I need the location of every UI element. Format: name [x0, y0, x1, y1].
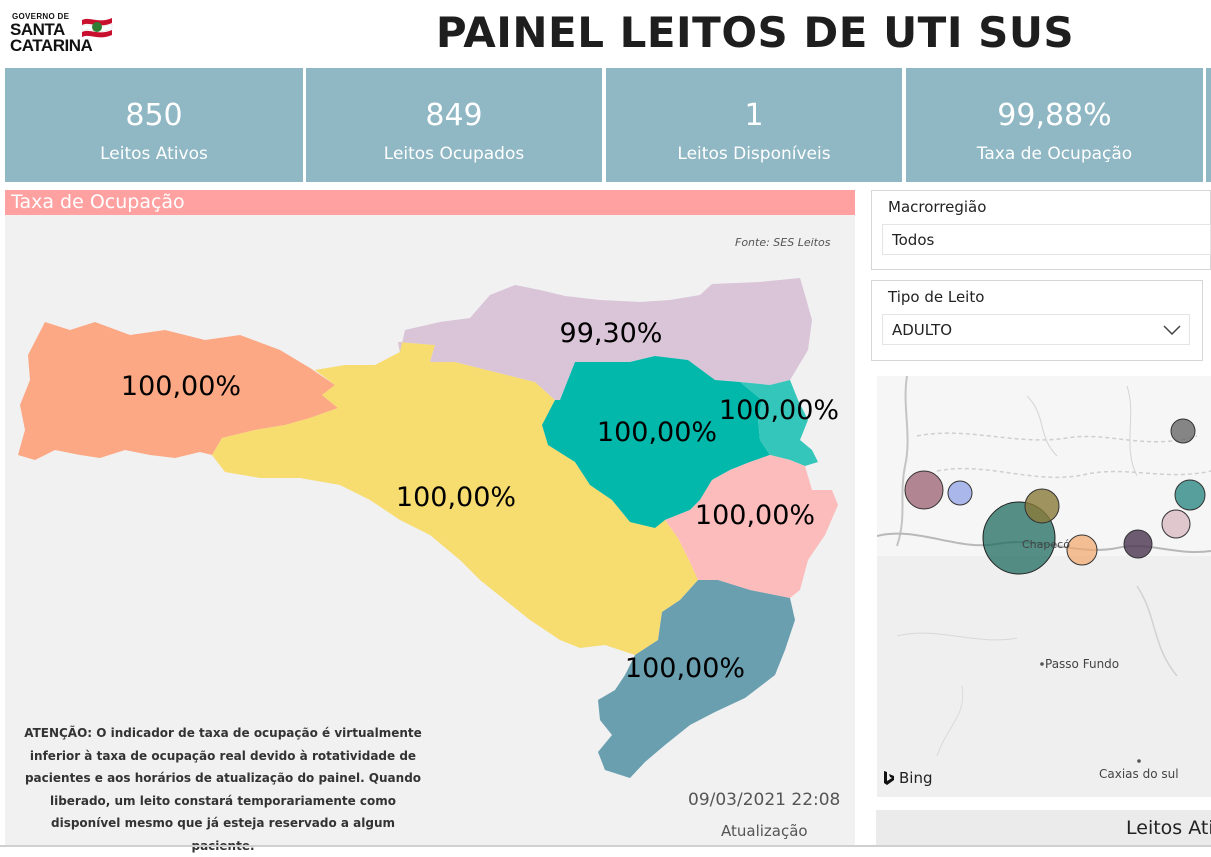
map-section-title: Taxa de Ocupação — [5, 190, 855, 215]
page-title: PAINEL LEITOS DE UTI SUS — [435, 8, 1075, 57]
logo-top-text: GOVERNO DE — [12, 12, 70, 21]
state-choropleth-map: 100,00% 100,00% 99,30% 100,00% 100,00% 1… — [18, 278, 839, 778]
label-nordeste: 100,00% — [719, 395, 839, 426]
bing-icon — [884, 771, 894, 785]
region-nordeste[interactable] — [740, 380, 818, 466]
kpi-value: 850 — [125, 98, 183, 133]
tipo-filter-label: Tipo de Leito — [888, 288, 985, 306]
macro-filter-label: Macrorregião — [888, 198, 987, 216]
kpi-value: 1 — [744, 98, 764, 133]
bottom-card-label: Leitos Ati — [1126, 817, 1211, 839]
chevron-down-icon — [1163, 325, 1181, 335]
government-logo: GOVERNO DE SANTA CATARINA — [10, 10, 114, 56]
label-meio-oeste: 100,00% — [396, 482, 516, 513]
region-planalto-norte[interactable] — [398, 278, 812, 400]
macro-filter-dropdown[interactable]: Todos — [882, 224, 1211, 255]
kpi-value: 99,88% — [997, 98, 1112, 133]
logo-line2: CATARINA — [10, 36, 93, 55]
flag-icon — [81, 18, 113, 38]
label-grande-florianopolis: 100,00% — [695, 500, 815, 531]
update-date: 09/03/2021 22:08 — [688, 790, 841, 810]
bing-map[interactable]: Chapecó Passo Fundo Caxias do sul Bing — [877, 376, 1211, 797]
tipo-filter-value: ADULTO — [892, 321, 953, 339]
attention-note: ATENÇÃO: O indicador de taxa de ocupação… — [24, 726, 422, 853]
label-planalto-norte: 99,30% — [560, 318, 663, 349]
region-oeste[interactable] — [18, 322, 338, 460]
kpi-leitos-ocupados: 849 Leitos Ocupados — [306, 68, 602, 182]
bing-brand: Bing — [899, 769, 933, 787]
city-passo-fundo: Passo Fundo — [1045, 657, 1120, 671]
bottom-divider — [0, 845, 1211, 847]
label-sul: 100,00% — [625, 653, 745, 684]
macro-filter: Macrorregião Todos — [871, 190, 1211, 270]
region-grande-florianopolis[interactable] — [665, 455, 838, 598]
region-meio-oeste[interactable] — [212, 342, 698, 655]
city-caxias-do-sul: Caxias do sul — [1099, 767, 1179, 781]
logo-line1: SANTA — [10, 20, 65, 39]
city-chapeco: Chapecó — [1022, 538, 1070, 551]
kpi-taxa-ocupacao: 99,88% Taxa de Ocupação — [906, 68, 1203, 182]
tipo-filter-dropdown[interactable]: ADULTO — [882, 314, 1190, 345]
kpi-leitos-ativos: 850 Leitos Ativos — [5, 68, 303, 182]
region-vale-itajai[interactable] — [542, 356, 770, 528]
kpi-card-partial — [1206, 68, 1211, 182]
bing-map-canvas — [877, 376, 1211, 797]
update-label: Atualização — [721, 822, 808, 840]
leitos-ativos-card-partial: Leitos Ati — [876, 810, 1211, 847]
tipo-filter: Tipo de Leito ADULTO — [871, 280, 1203, 361]
label-vale-itajai: 100,00% — [597, 417, 717, 448]
kpi-value: 849 — [425, 98, 483, 133]
kpi-label: Leitos Ativos — [100, 144, 208, 164]
region-sul[interactable] — [598, 580, 795, 778]
kpi-label: Leitos Disponíveis — [677, 144, 831, 164]
label-oeste: 100,00% — [121, 371, 241, 402]
kpi-leitos-disponiveis: 1 Leitos Disponíveis — [606, 68, 902, 182]
kpi-label: Taxa de Ocupação — [976, 144, 1133, 164]
kpi-label: Leitos Ocupados — [383, 144, 525, 164]
map-source: Fonte: SES Leitos — [735, 236, 831, 249]
